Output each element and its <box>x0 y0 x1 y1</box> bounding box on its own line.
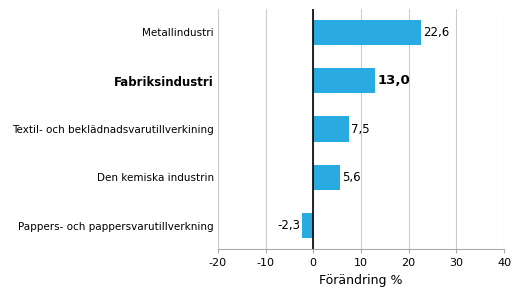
Bar <box>302 213 313 238</box>
Bar <box>313 68 375 93</box>
Text: 7,5: 7,5 <box>351 122 370 136</box>
Bar <box>313 20 421 45</box>
Bar <box>313 116 349 142</box>
Text: 22,6: 22,6 <box>423 26 449 39</box>
Text: 13,0: 13,0 <box>377 74 411 87</box>
Bar <box>313 165 340 190</box>
Text: 5,6: 5,6 <box>342 171 361 184</box>
Text: -2,3: -2,3 <box>277 219 300 232</box>
X-axis label: Förändring %: Förändring % <box>319 274 403 286</box>
